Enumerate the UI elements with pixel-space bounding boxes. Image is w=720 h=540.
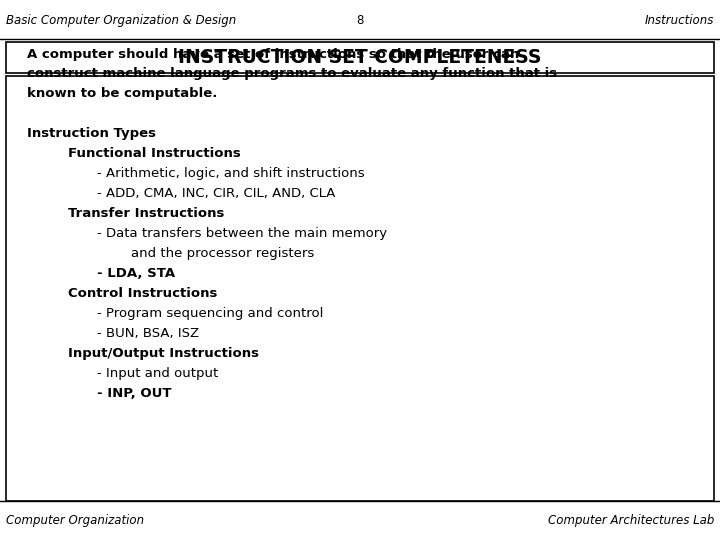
Text: Basic Computer Organization & Design: Basic Computer Organization & Design — [6, 14, 236, 27]
Text: - INP, OUT: - INP, OUT — [97, 387, 171, 400]
Text: Transfer Instructions: Transfer Instructions — [68, 207, 225, 220]
Text: Computer Organization: Computer Organization — [6, 514, 144, 527]
Text: Functional Instructions: Functional Instructions — [68, 147, 241, 160]
Text: - ADD, CMA, INC, CIR, CIL, AND, CLA: - ADD, CMA, INC, CIR, CIL, AND, CLA — [97, 187, 336, 200]
Text: INSTRUCTION SET COMPLETENESS: INSTRUCTION SET COMPLETENESS — [179, 48, 541, 67]
Text: known to be computable.: known to be computable. — [27, 87, 217, 100]
FancyBboxPatch shape — [6, 42, 714, 73]
Text: A computer should have a set of instructions so that the user can: A computer should have a set of instruct… — [27, 48, 520, 60]
Text: - Program sequencing and control: - Program sequencing and control — [97, 307, 323, 320]
Text: 8: 8 — [356, 14, 364, 27]
Text: Computer Architectures Lab: Computer Architectures Lab — [548, 514, 714, 527]
FancyBboxPatch shape — [6, 76, 714, 501]
Text: - BUN, BSA, ISZ: - BUN, BSA, ISZ — [97, 327, 199, 340]
Text: Instruction Types: Instruction Types — [27, 127, 156, 140]
Text: - Data transfers between the main memory: - Data transfers between the main memory — [97, 227, 387, 240]
Text: Control Instructions: Control Instructions — [68, 287, 217, 300]
Text: and the processor registers: and the processor registers — [97, 247, 315, 260]
Text: - Arithmetic, logic, and shift instructions: - Arithmetic, logic, and shift instructi… — [97, 167, 365, 180]
Text: Input/Output Instructions: Input/Output Instructions — [68, 347, 259, 360]
Text: - Input and output: - Input and output — [97, 367, 218, 380]
Text: construct machine language programs to evaluate any function that is: construct machine language programs to e… — [27, 68, 557, 80]
Text: Instructions: Instructions — [645, 14, 714, 27]
Text: - LDA, STA: - LDA, STA — [97, 267, 176, 280]
